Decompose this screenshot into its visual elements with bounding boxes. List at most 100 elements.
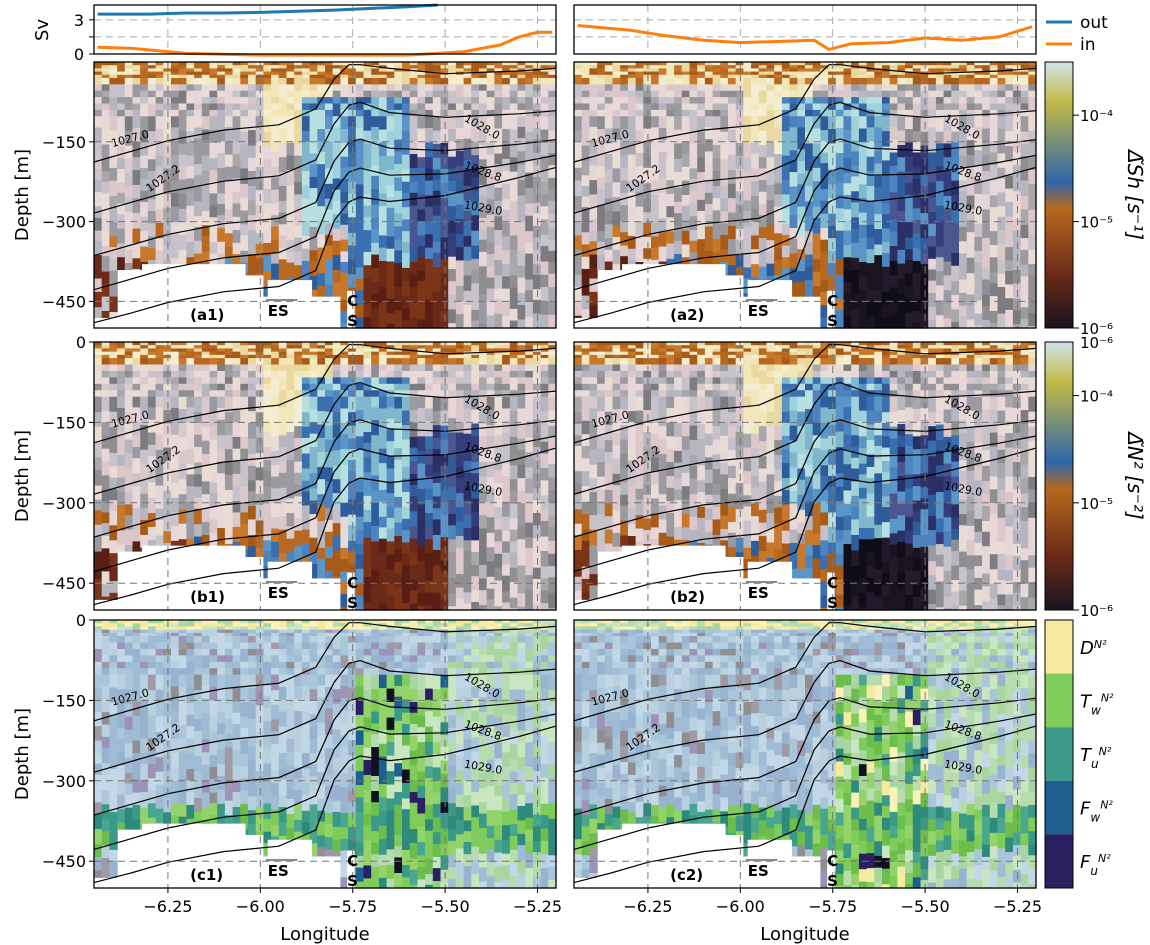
heat-cell [951, 68, 960, 73]
heat-cell [224, 62, 234, 66]
heat-cell [540, 383, 549, 391]
heat-cell [394, 213, 403, 227]
heat-cell [132, 184, 141, 199]
heat-cell [540, 195, 549, 207]
heat-cell [851, 62, 860, 66]
heat-cell [378, 435, 388, 450]
heat-cell [402, 591, 411, 604]
heat-cell [479, 528, 488, 543]
heat-cell [851, 71, 860, 76]
heat-cell [509, 567, 519, 583]
heat-cell [540, 345, 549, 350]
heat-cell [548, 116, 557, 132]
heat-cell [386, 345, 395, 350]
heat-cell [843, 183, 852, 196]
heat-cell [194, 524, 203, 538]
heat-cell [812, 97, 821, 105]
heat-cell [294, 530, 303, 547]
heat-cell [432, 358, 442, 366]
heat-cell [897, 307, 906, 324]
heat-cell [224, 342, 234, 346]
heat-cell [604, 345, 614, 350]
heat-cell [217, 130, 226, 142]
heat-cell [309, 226, 318, 239]
heat-cell [386, 184, 395, 198]
heat-cell [502, 487, 511, 503]
heat-cell [278, 377, 288, 385]
heat-cell [317, 424, 326, 439]
heat-cell [635, 74, 644, 79]
heat-cell [317, 345, 326, 350]
heat-cell [635, 515, 644, 530]
heat-cell [101, 181, 110, 195]
heat-cell [805, 116, 814, 133]
heat-cell [666, 354, 675, 359]
heat-cell [301, 116, 311, 132]
heat-cell [674, 225, 683, 242]
heat-cell [966, 90, 975, 98]
heat-cell [271, 71, 280, 76]
heat-cell [974, 223, 983, 238]
heat-cell [835, 259, 845, 276]
heat-cell [363, 103, 372, 111]
heat-cell [301, 84, 311, 92]
heat-cell [448, 309, 457, 324]
heat-cell [94, 168, 103, 181]
heat-cell [471, 540, 480, 553]
heat-cell [581, 514, 590, 530]
heat-cell [597, 423, 606, 437]
heat-cell [574, 130, 583, 142]
heat-cell [217, 527, 226, 545]
heat-cell [278, 212, 288, 225]
heat-cell [271, 166, 280, 179]
heat-cell [124, 90, 134, 98]
heat-cell [378, 90, 388, 98]
heat-cell [101, 523, 110, 537]
heat-cell [155, 364, 164, 372]
heat-cell [178, 143, 187, 156]
heat-cell [224, 354, 234, 359]
heat-cell [463, 235, 472, 248]
heat-cell [912, 299, 922, 312]
heat-cell [402, 358, 411, 366]
heat-cell [689, 97, 698, 105]
heat-cell [271, 528, 280, 543]
heat-cell [178, 62, 187, 66]
heat-cell [666, 74, 675, 79]
heat-cell [140, 534, 149, 549]
heat-cell [409, 496, 418, 512]
heat-cell [263, 342, 272, 346]
heat-cell [581, 84, 590, 92]
heat-cell [766, 171, 775, 186]
heat-cell [378, 156, 388, 173]
heat-cell [224, 474, 234, 491]
heat-cell [851, 84, 860, 92]
heat-cell [635, 474, 644, 490]
heat-cell [417, 182, 426, 196]
heat-cell [140, 190, 149, 203]
heat-cell [966, 127, 975, 141]
heat-cell [704, 97, 714, 105]
heat-cell [309, 390, 318, 398]
heat-cell [548, 227, 557, 241]
heat-cell [525, 301, 534, 318]
heat-cell [1005, 232, 1014, 248]
heat-cell [597, 501, 606, 515]
heat-cell [201, 354, 211, 359]
heat-cell [386, 62, 395, 66]
heat-cell [486, 116, 495, 130]
heat-cell [294, 65, 303, 69]
heat-cell [186, 241, 195, 258]
heat-cell [402, 168, 411, 183]
heat-cell [294, 103, 303, 111]
heat-cell [378, 97, 388, 105]
heat-cell [371, 348, 380, 353]
heat-cell [612, 485, 621, 501]
heat-cell [217, 377, 226, 385]
heat-cell [797, 74, 806, 79]
heat-cell [432, 68, 442, 73]
heat-cell [101, 475, 110, 491]
heat-cell [355, 290, 365, 306]
heat-cell [471, 116, 480, 128]
heat-cell [540, 261, 549, 276]
